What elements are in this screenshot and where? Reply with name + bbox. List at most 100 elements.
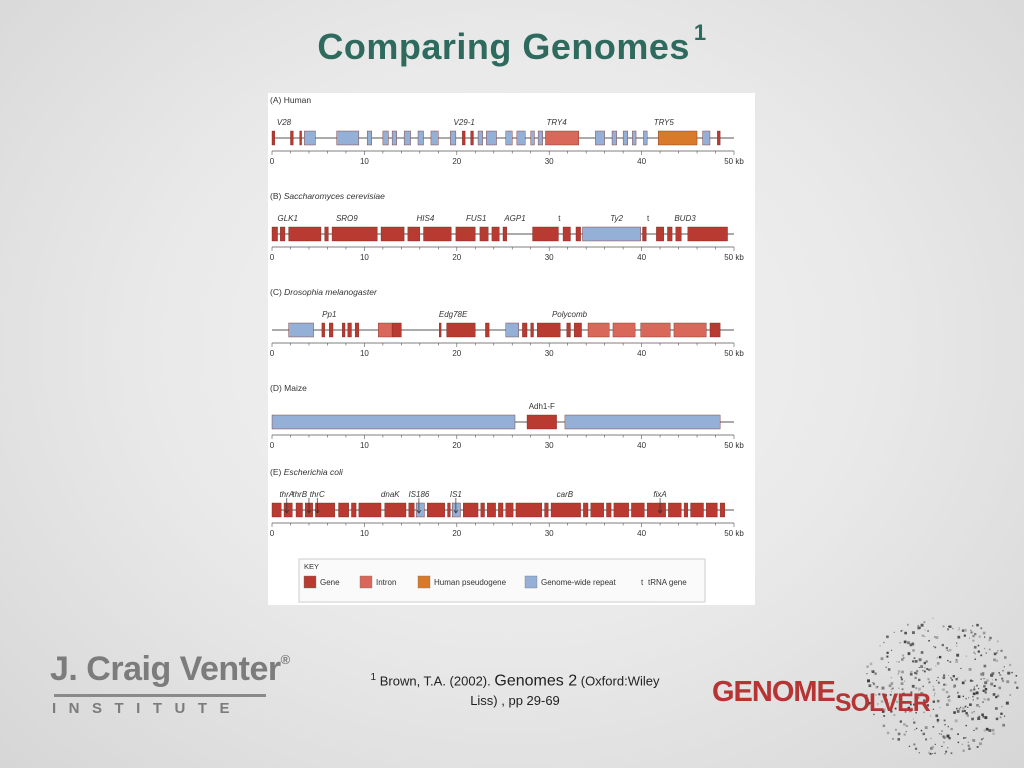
decor-dot	[935, 665, 937, 667]
feature-gene	[485, 322, 490, 338]
feature-gene	[544, 502, 549, 518]
key-trna-symbol: t	[641, 578, 644, 587]
decor-dot	[930, 715, 932, 717]
decor-dot	[918, 752, 920, 754]
feature-gene	[550, 502, 581, 518]
decor-dot	[947, 699, 951, 702]
decor-dot	[890, 677, 893, 679]
decor-dot	[956, 710, 960, 713]
decor-dot	[972, 692, 976, 696]
feature-repeat	[505, 130, 513, 146]
key-title: KEY	[304, 562, 319, 571]
decor-dot	[915, 711, 917, 714]
decor-dot	[918, 678, 921, 682]
scale-tick-label: 10	[360, 253, 369, 262]
decor-dot	[983, 678, 985, 680]
scale-tick-label: 50 kb	[724, 349, 744, 358]
decor-dot	[910, 707, 913, 710]
decor-dot	[945, 684, 947, 686]
decor-dot	[945, 750, 948, 753]
decor-dot	[967, 744, 970, 747]
gene-label: Edg78E	[439, 310, 468, 319]
decor-dot	[973, 632, 977, 636]
decor-dot	[874, 672, 877, 675]
decor-dot	[902, 654, 905, 657]
scale-tick-label: 10	[360, 441, 369, 450]
decor-dot	[907, 707, 909, 709]
decor-dot	[914, 747, 918, 750]
decor-dot	[972, 699, 975, 701]
decor-dot	[983, 729, 986, 732]
scale-tick-label: 0	[270, 441, 275, 450]
feature-gene	[502, 226, 507, 242]
decor-dot	[995, 717, 999, 721]
decor-dot	[909, 643, 913, 647]
decor-dot	[947, 628, 950, 631]
decor-dot	[974, 658, 977, 660]
decor-dot	[961, 629, 965, 632]
decor-dot	[907, 706, 911, 709]
decor-dot	[929, 668, 933, 671]
decor-dot	[943, 683, 946, 686]
feature-gene	[295, 502, 303, 518]
decor-dot	[1005, 701, 1009, 705]
scale-tick-label: 20	[452, 529, 461, 538]
decor-dot	[961, 681, 965, 685]
decor-dot	[941, 730, 943, 732]
feature-gene	[487, 502, 496, 518]
feature-gene	[613, 502, 629, 518]
feature-gene	[530, 322, 534, 338]
decor-dot	[952, 675, 955, 678]
decor-dot	[955, 659, 958, 661]
decor-dot	[910, 670, 913, 674]
decor-dot	[973, 686, 975, 688]
citation-footnote-mark: 1	[370, 672, 377, 683]
decor-dot	[890, 691, 892, 693]
decor-dot	[901, 670, 904, 674]
decor-dot	[972, 696, 974, 698]
scale-tick-label: 40	[637, 529, 646, 538]
gene-label: SRO9	[336, 214, 358, 223]
gene-label: BUD3	[674, 214, 696, 223]
feature-gene	[642, 226, 647, 242]
decor-dot	[964, 705, 967, 708]
decor-dot	[974, 653, 976, 655]
decor-dot	[984, 690, 986, 692]
feature-gene	[470, 130, 474, 146]
decor-dot	[971, 717, 974, 721]
decor-dot	[956, 642, 958, 644]
feature-gene	[573, 322, 582, 338]
decor-dot	[970, 631, 973, 634]
decor-dot	[886, 635, 889, 639]
gene-label: carB	[557, 490, 574, 499]
decor-dot	[980, 672, 984, 676]
feature-gene	[290, 130, 294, 146]
decor-dot	[950, 752, 953, 755]
decor-dot	[969, 703, 972, 707]
panel-label-letter: (E)	[270, 467, 284, 477]
decor-dot	[980, 654, 983, 657]
decor-dot	[905, 730, 907, 733]
decor-dot	[947, 747, 949, 749]
decor-dot	[975, 727, 978, 730]
decor-dot	[943, 736, 946, 739]
decor-dot	[967, 697, 970, 699]
decor-dot	[942, 625, 945, 628]
feature-gene	[283, 502, 293, 518]
decor-dot	[872, 682, 875, 685]
decor-dot	[898, 687, 900, 689]
decor-dot	[937, 721, 939, 723]
decor-dot	[936, 662, 940, 665]
decor-dot	[925, 660, 928, 663]
gene-label: GLK1	[277, 214, 297, 223]
gene-label: Adh1-F	[529, 402, 555, 411]
feature-gene	[299, 130, 302, 146]
decor-dot	[981, 672, 985, 675]
jcvi-logo: J. Craig Venter® INSTITUTE	[50, 650, 290, 720]
decor-dot	[905, 724, 908, 728]
feature-repeat	[595, 130, 605, 146]
decor-dot	[998, 671, 1001, 674]
feature-gene	[687, 226, 728, 242]
panel-label-letter: (D)	[270, 383, 284, 393]
genome-solver-dots-graphic	[864, 617, 1019, 755]
